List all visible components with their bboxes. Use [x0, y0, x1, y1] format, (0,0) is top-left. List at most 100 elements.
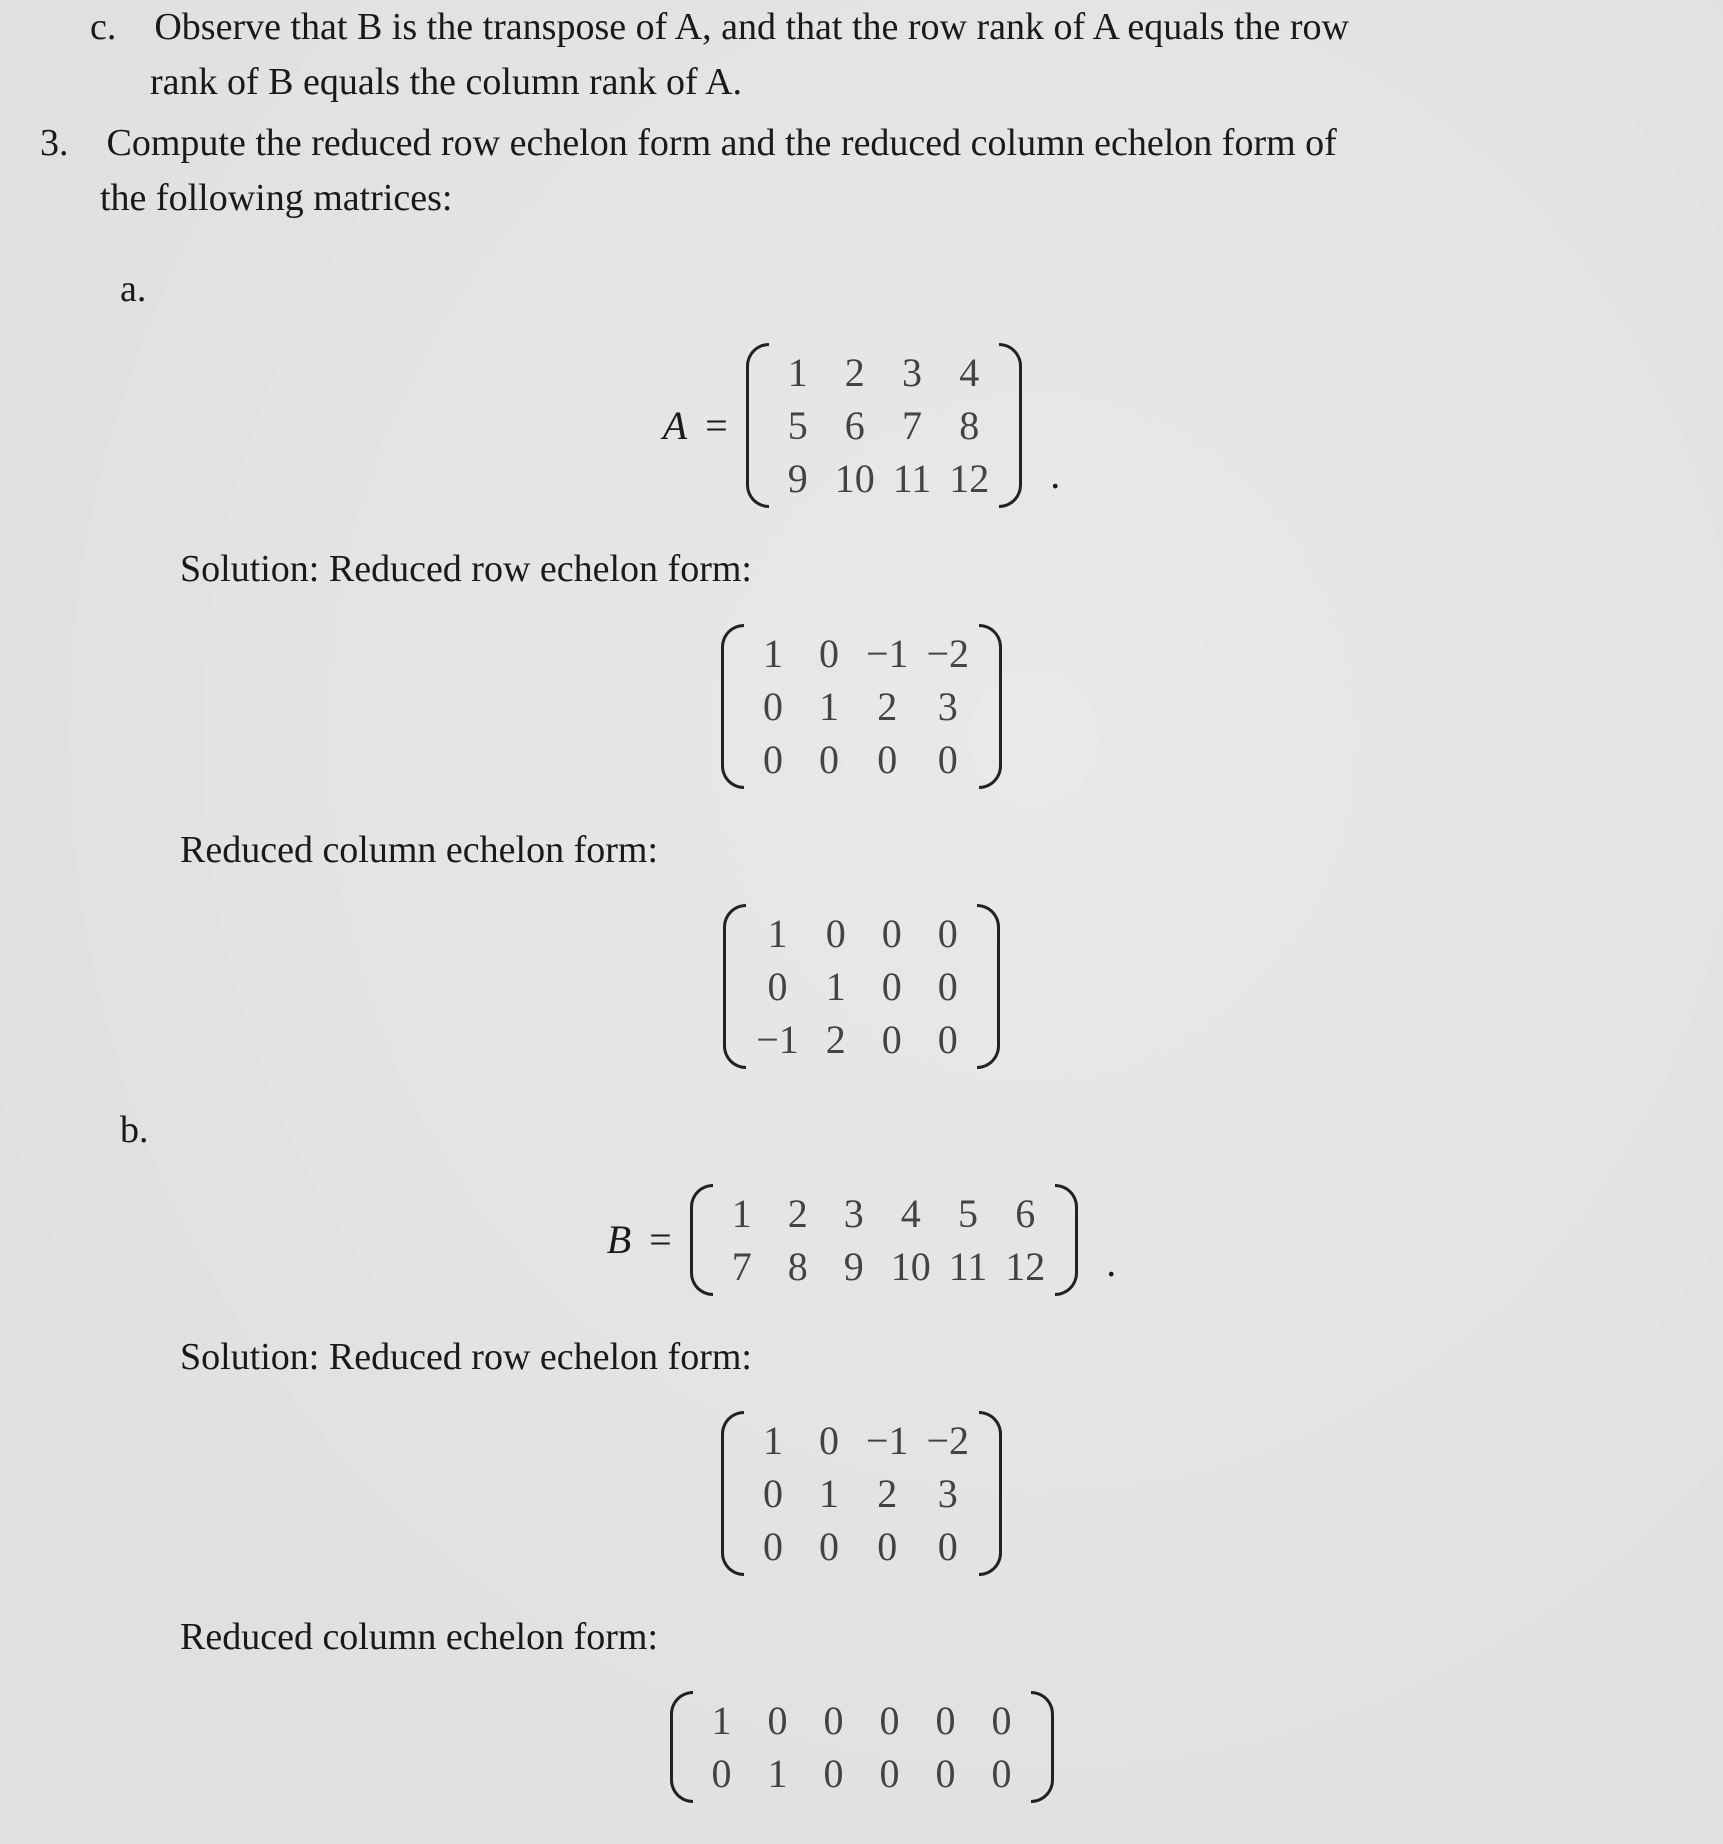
matrix-B-rcef-block: 100000010000	[40, 1691, 1683, 1803]
matrix-cell: 0	[815, 1697, 853, 1744]
matrix-cell: 1	[723, 1190, 761, 1237]
matrix-cell: 6	[1005, 1190, 1045, 1237]
item-c-line1: c. Observe that B is the transpose of A,…	[40, 0, 1683, 55]
matrix-cell: 12	[1005, 1243, 1045, 1290]
matrix-A: 123456789101112	[746, 343, 1023, 508]
matrix-cell: 0	[754, 683, 792, 730]
matrix-cell: 1	[810, 683, 848, 730]
matrix-B-rref: 10−1−201230000	[721, 1411, 1002, 1576]
matrix-cell: 9	[779, 455, 817, 502]
solution-rref-a: Solution: Reduced row echelon form:	[40, 542, 1683, 597]
matrix-cell: 0	[703, 1750, 741, 1797]
matrix-cell: 2	[866, 1470, 909, 1517]
item-c-line2: rank of B equals the column rank of A.	[40, 55, 1683, 110]
var-A: A	[663, 402, 687, 449]
matrix-cell: 2	[817, 1016, 855, 1063]
matrix-cell: 0	[754, 736, 792, 783]
matrix-cell: 0	[759, 1697, 797, 1744]
matrix-cell: −1	[866, 1417, 909, 1464]
matrix-cell: 1	[754, 630, 792, 677]
matrix-A-rref: 10−1−201230000	[721, 624, 1002, 789]
matrix-cell: 10	[891, 1243, 931, 1290]
solution-rref-b: Solution: Reduced row echelon form:	[40, 1330, 1683, 1385]
matrix-B-rcef: 100000010000	[670, 1691, 1054, 1803]
matrix-cell: 0	[871, 1697, 909, 1744]
matrix-cell: 4	[891, 1190, 931, 1237]
matrix-cell: 0	[817, 910, 855, 957]
matrix-cell: 2	[866, 683, 909, 730]
matrix-cell: 5	[949, 1190, 988, 1237]
rcef-a: Reduced column echelon form:	[40, 823, 1683, 878]
matrix-cell: 0	[815, 1750, 853, 1797]
matrix-cell: 11	[893, 455, 932, 502]
matrix-cell: −2	[927, 1417, 970, 1464]
matrix-cell: 1	[756, 910, 799, 957]
matrix-cell: −2	[927, 630, 970, 677]
matrix-cell: 6	[835, 402, 875, 449]
matrix-cell: 0	[810, 630, 848, 677]
matrix-cell: 0	[873, 910, 911, 957]
matrix-cell: 0	[983, 1750, 1021, 1797]
matrix-cell: 0	[866, 1523, 909, 1570]
matrix-cell: 5	[779, 402, 817, 449]
matrix-cell: 2	[779, 1190, 817, 1237]
matrix-cell: −1	[756, 1016, 799, 1063]
matrix-cell: 0	[810, 1523, 848, 1570]
item-3-line2: the following matrices:	[40, 171, 1683, 226]
matrix-cell: 8	[949, 402, 989, 449]
matrix-cell: 0	[927, 1523, 970, 1570]
matrix-B: 123456789101112	[690, 1184, 1079, 1296]
matrix-cell: 0	[929, 910, 967, 957]
matrix-cell: 10	[835, 455, 875, 502]
matrix-cell: 0	[754, 1523, 792, 1570]
matrix-cell: 0	[873, 1016, 911, 1063]
matrix-cell: 1	[759, 1750, 797, 1797]
matrix-cell: 12	[949, 455, 989, 502]
label-a: a.	[40, 262, 1683, 317]
matrix-A-rcef-block: 10000100−1200	[40, 904, 1683, 1069]
matrix-cell: 0	[871, 1750, 909, 1797]
period: .	[1050, 451, 1060, 508]
matrix-cell: 0	[810, 736, 848, 783]
matrix-cell: 1	[817, 963, 855, 1010]
matrix-B-rref-block: 10−1−201230000	[40, 1411, 1683, 1576]
label-b: b.	[40, 1103, 1683, 1158]
matrix-cell: 7	[893, 402, 932, 449]
matrix-cell: 3	[893, 349, 932, 396]
matrix-cell: 0	[927, 1750, 965, 1797]
matrix-cell: 0	[756, 963, 799, 1010]
matrix-cell: 0	[927, 1697, 965, 1744]
matrix-cell: 0	[810, 1417, 848, 1464]
matrix-cell: 0	[983, 1697, 1021, 1744]
matrix-cell: 4	[949, 349, 989, 396]
matrix-cell: 0	[873, 963, 911, 1010]
matrix-cell: 0	[929, 963, 967, 1010]
matrix-cell: 8	[779, 1243, 817, 1290]
matrix-cell: 0	[866, 736, 909, 783]
item-3-line1: 3. Compute the reduced row echelon form …	[40, 116, 1683, 171]
matrix-A-rcef: 10000100−1200	[723, 904, 1000, 1069]
matrix-cell: 3	[835, 1190, 873, 1237]
matrix-cell: 11	[949, 1243, 988, 1290]
matrix-cell: 1	[703, 1697, 741, 1744]
matrix-cell: 0	[929, 1016, 967, 1063]
matrix-A-block: A = 123456789101112 .	[40, 343, 1683, 508]
matrix-cell: 0	[927, 736, 970, 783]
matrix-cell: 0	[754, 1470, 792, 1517]
matrix-cell: 7	[723, 1243, 761, 1290]
matrix-cell: 1	[810, 1470, 848, 1517]
equals-sign: =	[649, 1216, 672, 1263]
rcef-b: Reduced column echelon form:	[40, 1610, 1683, 1665]
matrix-cell: 3	[927, 683, 970, 730]
matrix-cell: 1	[754, 1417, 792, 1464]
matrix-cell: 3	[927, 1470, 970, 1517]
matrix-cell: 1	[779, 349, 817, 396]
equals-sign: =	[705, 402, 728, 449]
matrix-A-rref-block: 10−1−201230000	[40, 624, 1683, 789]
matrix-B-block: B = 123456789101112 .	[40, 1184, 1683, 1296]
page: c. Observe that B is the transpose of A,…	[0, 0, 1723, 1844]
matrix-cell: 2	[835, 349, 875, 396]
matrix-cell: −1	[866, 630, 909, 677]
period: .	[1106, 1239, 1116, 1296]
matrix-cell: 9	[835, 1243, 873, 1290]
